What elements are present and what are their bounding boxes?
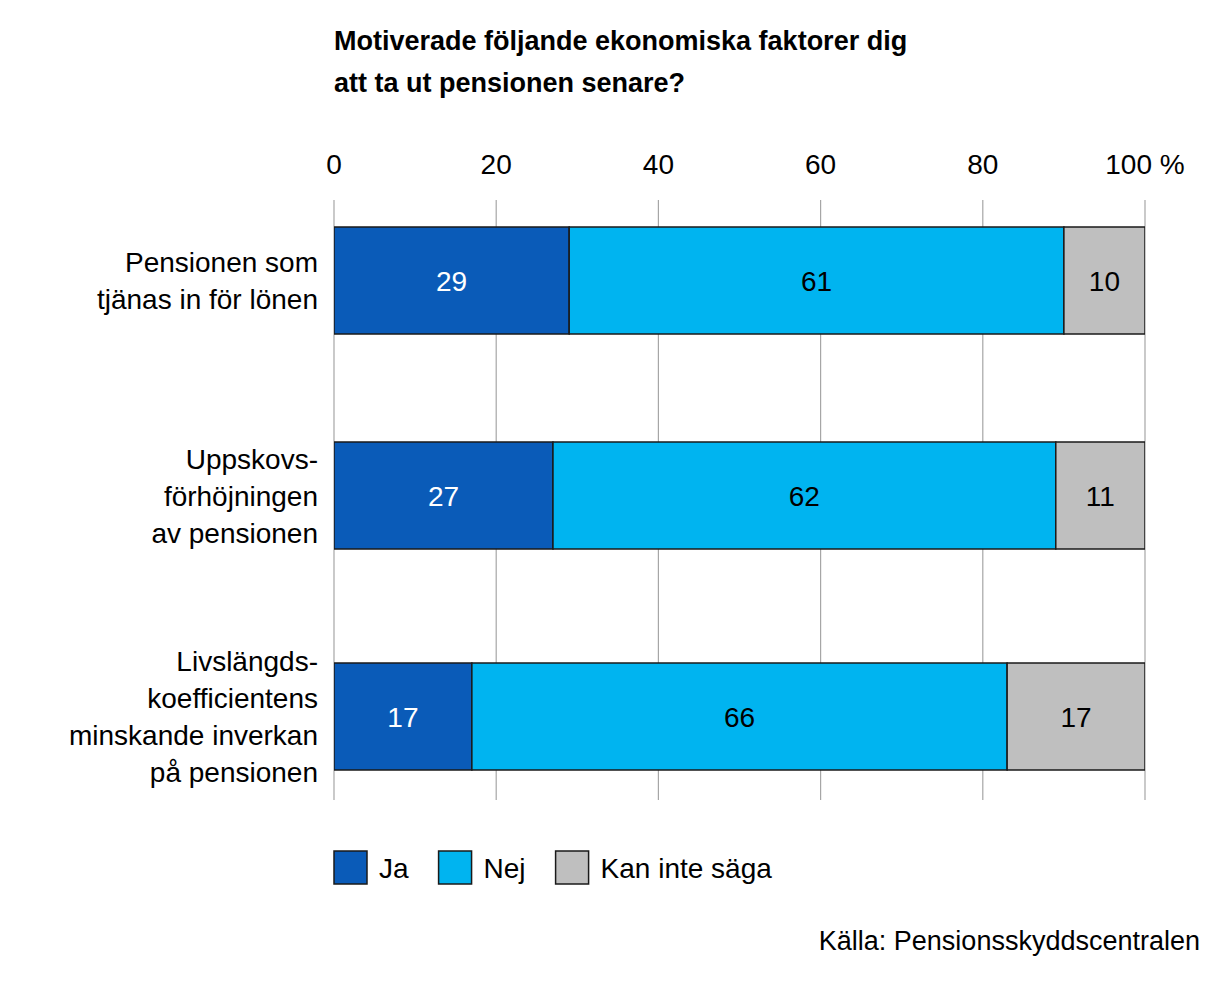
source: Källa: Pensionsskyddscentralen (819, 926, 1200, 956)
category-label: Livslängds-koefficientens minskande inver… (69, 646, 318, 788)
category-line: koefficientens (147, 683, 318, 714)
bar (334, 227, 569, 334)
title: Motiverade följande ekonomiska faktorer … (334, 26, 907, 98)
bar (1056, 442, 1145, 549)
bar (472, 663, 1007, 770)
data-label: 11 (1086, 481, 1115, 512)
category-label: Pensionen som tjänas in för lönen (97, 247, 318, 315)
data-label: 27 (428, 481, 459, 512)
data-label: 10 (1089, 266, 1120, 297)
category-label: Uppskovs-förhöjningen av pensionen (151, 444, 318, 549)
bar (1007, 663, 1145, 770)
data-label: 61 (801, 266, 832, 297)
category-line: Uppskovs- (186, 444, 318, 475)
legend-swatch (334, 851, 367, 884)
legend-swatch (556, 851, 589, 884)
category-line: minskande inverkan (69, 720, 318, 751)
bar (334, 442, 553, 549)
bar (334, 663, 472, 770)
legend-label: Nej (484, 853, 526, 884)
legend-label: Ja (379, 853, 409, 884)
category-line: Pensionen som (125, 247, 318, 278)
tick-label: 20 (481, 149, 512, 180)
tick-label: 0 (326, 149, 342, 180)
category-line: av pensionen (151, 518, 318, 549)
bar (1064, 227, 1145, 334)
category-line: förhöjningen (164, 481, 318, 512)
data-label: 17 (387, 702, 418, 733)
category-line: på pensionen (150, 757, 318, 788)
bar (553, 442, 1056, 549)
tick-label: 80 (967, 149, 998, 180)
data-label: 29 (436, 266, 467, 297)
tick-label: 60 (805, 149, 836, 180)
data-label: 17 (1060, 702, 1091, 733)
title-line: Motiverade följande ekonomiska faktorer … (334, 26, 907, 56)
legend-swatch (439, 851, 472, 884)
bars (334, 227, 1145, 770)
data-labels: 29 61 10 27 62 11 17 66 17 (387, 266, 1120, 733)
tick-label: 100 % (1105, 149, 1184, 180)
category-line: Livslängds- (176, 646, 318, 677)
category-line: tjänas in för lönen (97, 284, 318, 315)
tick-label: 40 (643, 149, 674, 180)
bar (569, 227, 1064, 334)
title-line: att ta ut pensionen senare? (334, 68, 685, 98)
data-label: 66 (724, 702, 755, 733)
legend-label: Kan inte säga (601, 853, 773, 884)
data-label: 62 (789, 481, 820, 512)
legend: Ja Nej Kan inte säga (334, 851, 772, 884)
chart: Motiverade följande ekonomiska faktorer … (0, 0, 1232, 982)
